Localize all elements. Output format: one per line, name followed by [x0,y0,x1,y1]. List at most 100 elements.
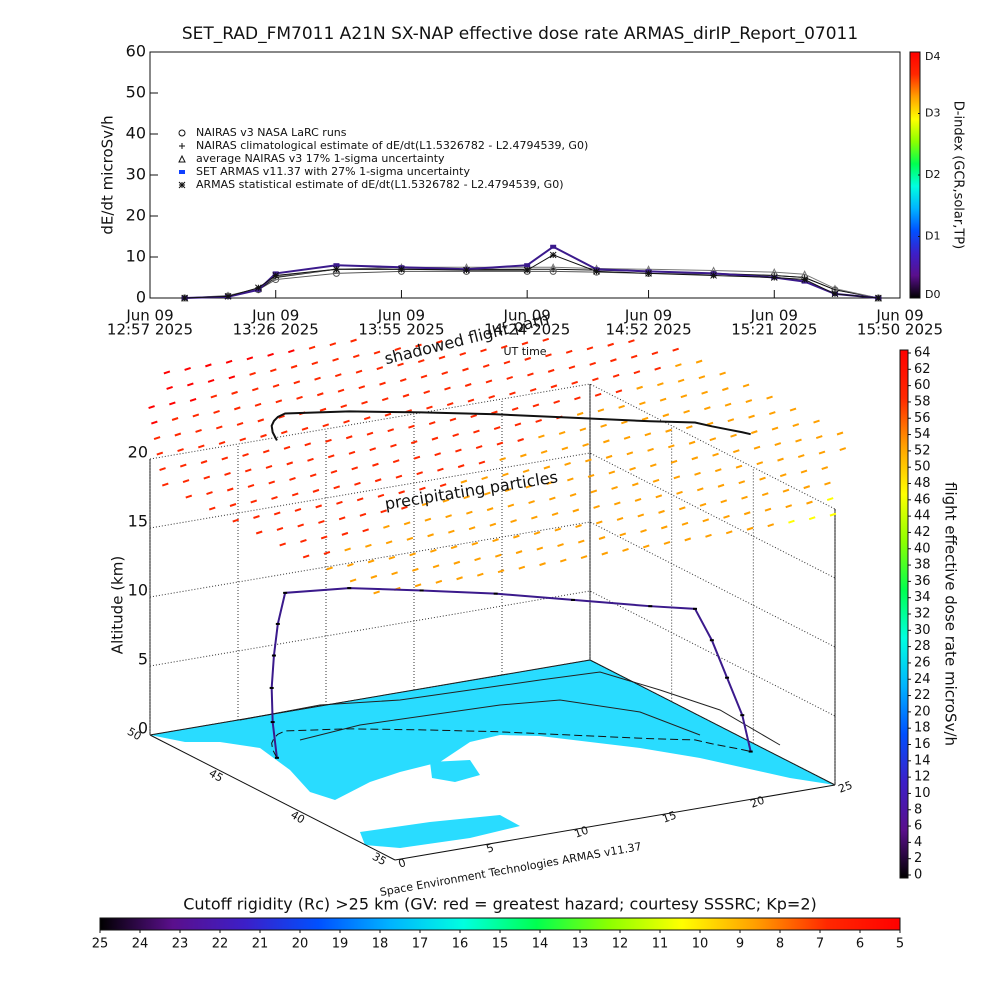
particle [797,454,805,459]
particle [166,386,173,390]
particle [312,488,320,493]
x-tick-label: 20 [749,794,767,811]
particle [403,521,411,526]
marker [179,143,185,149]
colorbar-tick-label: 60 [914,378,931,393]
marker [333,263,340,268]
particle [589,361,596,366]
particle [836,431,844,436]
colorbar-tick-label: 46 [914,492,931,507]
marker-shape [178,181,186,189]
particle [600,423,607,428]
particle [495,553,502,558]
colorbar-tick-label: 44 [914,509,931,524]
particle [268,480,276,485]
colorbar-tick-label: 4 [914,835,922,850]
particle [766,395,773,400]
particle [481,476,488,481]
x-tick-label: Jun 09 [503,307,551,325]
particle [800,469,808,474]
particle [249,371,256,376]
land [150,660,835,800]
particle [712,452,719,457]
particle [704,406,711,411]
particle [496,441,504,446]
particle [637,513,645,518]
colorbar-tick-label: 14 [914,753,931,768]
particle [702,518,710,523]
particle [502,472,509,477]
particle [435,579,443,584]
particle [500,344,508,349]
x-tick-label: 5 [485,841,496,856]
particle [294,507,302,512]
particle [558,430,566,435]
particle [727,418,735,423]
marker [710,272,717,279]
particle [392,459,400,464]
particle [174,432,182,437]
particle [655,494,663,499]
x-tick-label: Jun 09 [251,307,299,325]
particle [301,426,309,431]
particle [291,492,299,497]
particle [257,418,265,423]
particle [333,485,341,490]
particle [701,390,708,395]
particle [818,450,826,455]
colorbar-tick-label: 28 [914,639,931,654]
particle [565,349,573,354]
marker [801,276,808,283]
particle [338,516,346,521]
x-tick-label: Jun 09 [624,307,672,325]
particle [286,461,294,466]
particle [785,504,793,509]
marker [178,181,186,189]
particle [363,416,371,421]
colorbar-tick-label: 34 [914,590,931,605]
particle [369,447,377,452]
box-edge [149,659,591,736]
x-tick-label: 13:26 2025 [233,321,319,339]
particle [538,434,545,439]
particle [319,407,327,412]
particle [450,545,458,550]
particle [318,519,325,524]
particle [297,523,305,528]
particle [203,475,211,480]
marker [645,270,652,277]
colorbar [899,349,909,879]
particle [719,371,726,376]
particle [750,430,758,435]
colorbar-tick-label: 14 [532,937,549,952]
particle [484,491,491,496]
particle [675,363,682,368]
marker-shape [178,154,186,163]
particle [370,574,378,579]
legend-label: NAIRAS v3 NASA LaRC runs [196,126,347,139]
marker-shape [524,263,531,268]
marker-shape [549,263,557,271]
particle [322,423,330,428]
particle [699,502,707,507]
border [299,699,701,741]
particle [336,500,343,505]
particle [503,360,511,365]
marker-shape [645,270,652,277]
particle [546,481,553,485]
x-tick-label: 25 [837,779,855,796]
flight-point [748,750,753,753]
marker-shape [710,272,717,279]
particle [280,430,288,435]
legend-label: NAIRAS climatological estimate of dE/dt(… [196,139,588,152]
particle [595,520,603,525]
colorbar-tick-label: 12 [914,770,931,785]
particle [356,497,364,502]
particle [493,426,501,430]
flight-point [269,686,274,689]
particle [270,368,277,373]
x-axis-label: UT time [503,345,546,358]
particle [577,539,585,544]
particle [567,477,574,482]
particle [267,352,274,357]
